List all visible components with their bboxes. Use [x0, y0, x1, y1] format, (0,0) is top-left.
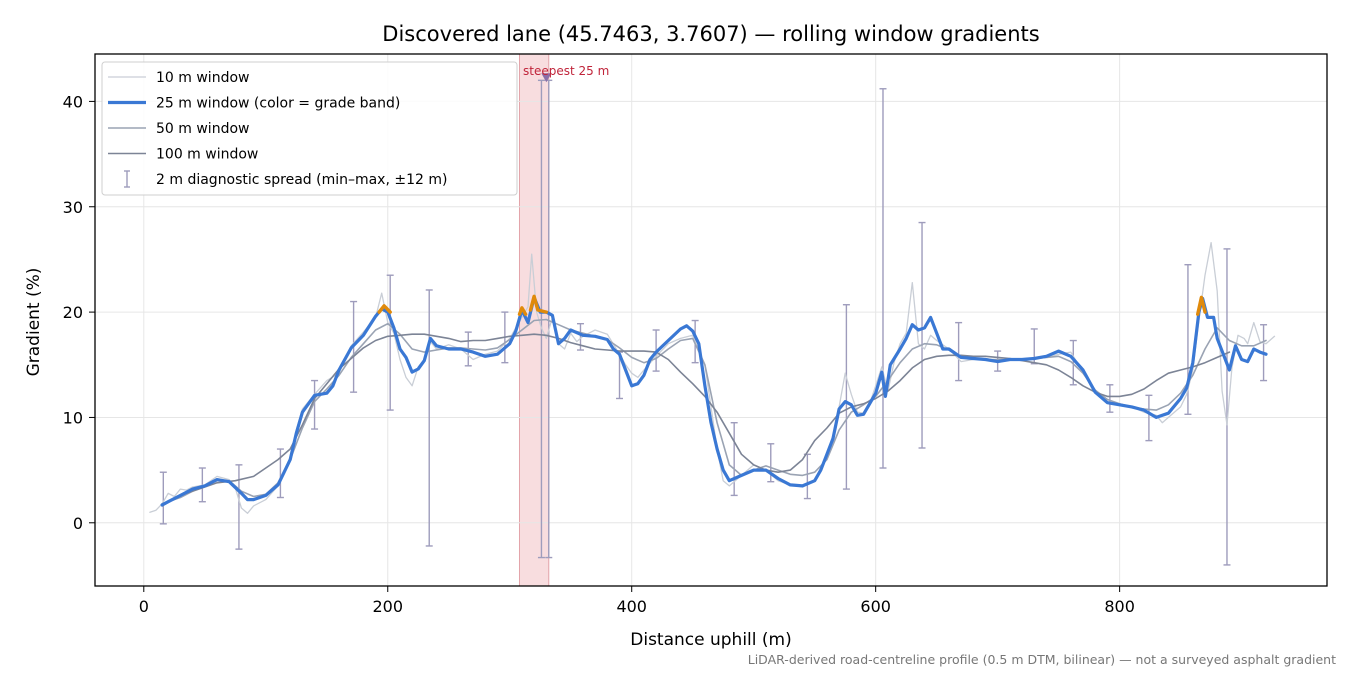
y-tick-label: 30: [63, 198, 83, 217]
errorbar: [1145, 394, 1153, 442]
errorbar: [730, 422, 738, 497]
plot-frame: [94, 53, 1328, 587]
errorbar: [918, 221, 926, 449]
errorbar: [386, 274, 394, 411]
chart-title: Discovered lane (45.7463, 3.7607) — roll…: [382, 22, 1039, 46]
legend: 10 m window 25 m window (color = grade ba…: [101, 61, 518, 196]
x-tick-label: 600: [860, 597, 891, 616]
legend-label: 2 m diagnostic spread (min–max, ±12 m): [156, 172, 447, 188]
errorbar: [235, 464, 243, 550]
y-tick-label: 40: [63, 92, 83, 111]
legend-item: 10 m window: [108, 70, 249, 86]
legend-label: 10 m window: [156, 70, 249, 86]
errorbar: [803, 453, 811, 500]
steep-grade-segment: [528, 294, 548, 314]
legend-label: 50 m window: [156, 121, 249, 137]
y-tick-label: 20: [63, 303, 83, 322]
y-tick-label: 10: [63, 408, 83, 427]
x-tick-label: 800: [1104, 597, 1135, 616]
errorbar: [842, 304, 850, 490]
errorbar: [955, 321, 963, 382]
series-25m-line: [160, 295, 1268, 507]
legend-item: 100 m window: [108, 147, 258, 163]
axis-ticks: 0 200 400 600 800 0 10 20 30 40: [63, 92, 1135, 616]
errorbar: [1069, 339, 1077, 386]
legend-item: 25 m window (color = grade band): [108, 96, 400, 112]
errorbar: [425, 289, 433, 547]
steepest-label: steepest 25 m: [523, 64, 609, 78]
steep-grade-segment: [377, 304, 392, 314]
legend-item: 2 m diagnostic spread (min–max, ±12 m): [124, 170, 447, 188]
errorbar: [311, 379, 319, 430]
series-10m-line: [149, 241, 1276, 514]
errorbar: [1223, 248, 1231, 566]
steepest-annotation: steepest 25 m: [523, 64, 609, 83]
steep-grade-segment: [517, 306, 528, 316]
legend-item: 50 m window: [108, 121, 249, 137]
x-axis-label: Distance uphill (m): [630, 630, 791, 650]
steep-grade-segment: [1196, 295, 1207, 316]
x-tick-label: 400: [616, 597, 647, 616]
errorbar: [1106, 384, 1114, 413]
x-tick-label: 0: [139, 597, 149, 616]
x-tick-label: 200: [372, 597, 403, 616]
y-tick-label: 0: [73, 514, 83, 533]
series-lines: [149, 241, 1276, 514]
series-50m-line: [161, 318, 1267, 505]
errorbar: [537, 79, 545, 559]
errorbar: [159, 471, 167, 525]
y-axis-label: Gradient (%): [24, 268, 44, 377]
footer-note: LiDAR-derived road-centreline profile (0…: [748, 652, 1336, 667]
legend-label: 100 m window: [156, 147, 258, 163]
legend-label: 25 m window (color = grade band): [156, 96, 400, 112]
legend-box: [101, 61, 518, 196]
series-100m-line: [161, 333, 1231, 507]
steepest-marker: [541, 73, 552, 83]
errorbar: [879, 88, 887, 469]
